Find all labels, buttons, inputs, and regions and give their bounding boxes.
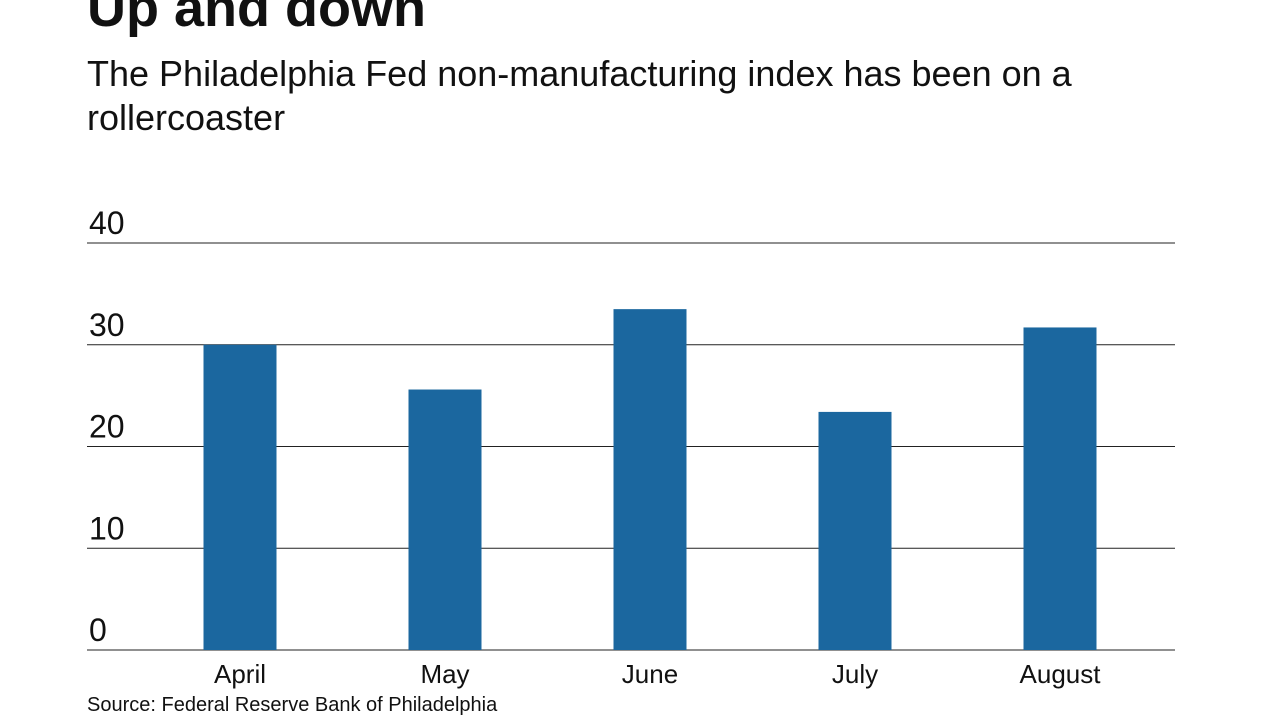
- bar: [818, 411, 892, 650]
- x-tick-label: April: [214, 659, 266, 689]
- bar: [408, 389, 482, 650]
- x-tick-label: June: [622, 659, 678, 689]
- x-tick-label: July: [832, 659, 878, 689]
- y-tick-label: 0: [89, 612, 107, 648]
- source-note: Source: Federal Reserve Bank of Philadel…: [87, 694, 498, 716]
- x-tick-label: May: [420, 659, 469, 689]
- bar: [613, 309, 687, 650]
- y-tick-label: 20: [89, 409, 125, 445]
- chart-title: Up and down: [87, 0, 426, 38]
- chart-subtitle: The Philadelphia Fed non-manufacturing i…: [87, 53, 1072, 138]
- y-tick-label: 10: [89, 510, 125, 546]
- bar: [1023, 327, 1097, 650]
- y-tick-label: 30: [89, 307, 125, 343]
- x-tick-label: August: [1020, 659, 1102, 689]
- y-tick-label: 40: [89, 205, 125, 241]
- bar: [203, 344, 277, 650]
